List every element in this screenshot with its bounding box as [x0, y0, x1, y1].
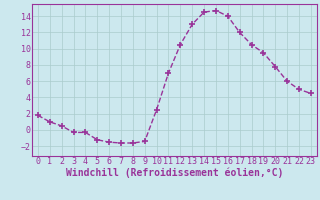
X-axis label: Windchill (Refroidissement éolien,°C): Windchill (Refroidissement éolien,°C)	[66, 168, 283, 178]
